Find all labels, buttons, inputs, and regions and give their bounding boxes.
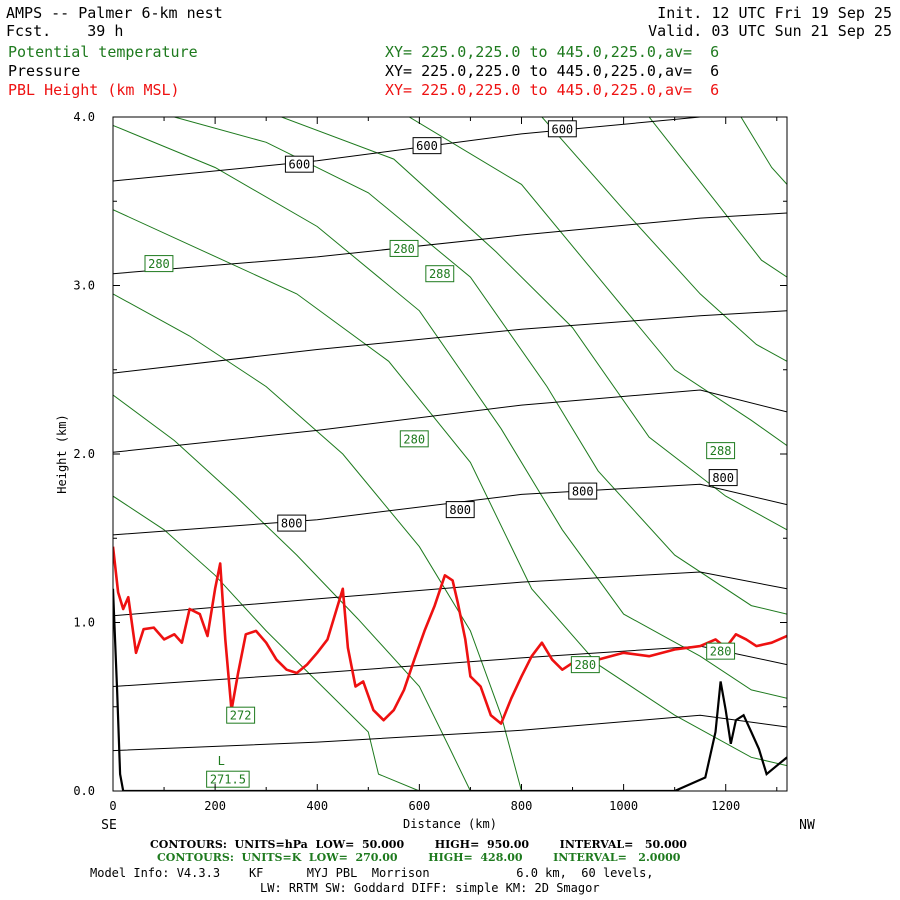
pressure-contour-isobar-600: [113, 117, 706, 182]
x-tick-label-6: 1200: [711, 799, 740, 813]
plot-frame: [112, 116, 788, 792]
contour-label-box-1: [412, 137, 442, 155]
footer-pressure-contours: CONTOURS: UNITS=hPa LOW= 50.000 HIGH= 95…: [150, 838, 687, 851]
contour-label-box-0: [284, 155, 314, 173]
theta-contour-theta-4: [113, 209, 787, 767]
theta-contour-theta-6: [174, 117, 787, 615]
footer-physics-info: LW: RRTM SW: Goddard DIFF: simple KM: 2D…: [260, 881, 600, 895]
contour-label-8: 280: [393, 242, 415, 256]
plot-data-group: [113, 117, 787, 791]
plot-title: AMPS -- Palmer 6-km nest: [6, 4, 223, 22]
x-tick-label-3: 600: [409, 799, 431, 813]
field-theta-name: Potential temperature: [8, 43, 198, 61]
contour-label-box-11: [706, 442, 736, 460]
x-tick-label-2: 400: [306, 799, 328, 813]
contour-label-13: 280: [710, 645, 732, 659]
contour-label-7: 280: [148, 257, 170, 271]
contour-label-box-2: [547, 120, 577, 138]
theta-contour-theta-8: [408, 117, 787, 447]
contour-label-box-13: [706, 642, 736, 660]
contour-label-box-10: [399, 430, 429, 448]
pressure-contour-isobar-6: [113, 310, 787, 374]
pressure-contour-isobar-3: [113, 571, 787, 617]
contour-label-9: 288: [429, 267, 451, 281]
x-axis-label: Distance (km): [403, 817, 497, 831]
x-tick-label-1: 200: [204, 799, 226, 813]
y-tick-label-4: 4.0: [73, 110, 95, 124]
theta-contour-theta-2: [113, 394, 471, 791]
pressure-contour-isobar-1: [113, 714, 787, 752]
field-pressure-name: Pressure: [8, 62, 81, 80]
field-theta-xy: XY= 225.0,225.0 to 445.0,225.0,av= 6: [385, 43, 720, 61]
x-tick-label-4: 800: [511, 799, 533, 813]
pressure-contour-isobar-2: [113, 645, 787, 687]
contour-label-box-5: [568, 482, 598, 500]
contour-label-box-14: [226, 706, 256, 724]
y-tick-label-2: 2.0: [73, 447, 95, 461]
valid-time: Valid. 03 UTC Sun 21 Sep 25: [648, 22, 892, 40]
init-time: Init. 12 UTC Fri 19 Sep 25: [657, 4, 892, 22]
contour-label-box-6: [708, 469, 738, 487]
theta-contour-theta-11: [740, 117, 787, 185]
pbl-height-line: [113, 546, 787, 725]
contour-label-4: 800: [449, 503, 471, 517]
right-end-label: NW: [799, 818, 815, 833]
contour-label-box-8: [389, 239, 419, 257]
y-tick-label-3: 3.0: [73, 279, 95, 293]
x-tick-label-5: 1000: [609, 799, 638, 813]
pressure-contour-isobar-5: [113, 389, 787, 453]
contour-label-14: 272: [230, 709, 252, 723]
field-pressure-xy: XY= 225.0,225.0 to 445.0,225.0,av= 6: [385, 62, 720, 80]
theta-contour-theta-1: [113, 495, 420, 791]
contour-label-5: 800: [572, 485, 594, 499]
x-tick-label-0: 0: [109, 799, 116, 813]
contour-label-box-16: [206, 770, 250, 788]
theta-contour-theta-10: [648, 117, 787, 278]
contour-label-box-4: [445, 501, 475, 519]
contour-label-box-12: [570, 656, 600, 674]
pressure-contour-isobar-7: [113, 212, 787, 275]
theta-contour-theta-3: [113, 293, 522, 791]
y-tick-label-0: 0.0: [73, 784, 95, 798]
contour-label-11: 288: [710, 444, 732, 458]
terrain-line: [113, 588, 787, 791]
theta-contour-theta-5: [113, 124, 787, 699]
contour-label-2: 600: [551, 122, 573, 136]
contour-label-10: 280: [403, 432, 425, 446]
pressure-contour-isobar-800: [113, 483, 787, 536]
contour-label-box-9: [425, 265, 455, 283]
contour-label-15: L: [218, 754, 225, 768]
field-pbl-name: PBL Height (km MSL): [8, 81, 180, 99]
contour-label-12: 280: [574, 658, 596, 672]
footer-model-info: Model Info: V4.3.3 KF MYJ PBL Morrison 6…: [90, 866, 654, 880]
contour-label-1: 600: [416, 139, 438, 153]
theta-contour-theta-7: [281, 117, 787, 531]
contour-label-box-7: [144, 255, 174, 273]
contour-label-0: 600: [289, 158, 311, 172]
y-tick-label-1: 1.0: [73, 616, 95, 630]
contour-label-16: 271.5: [210, 773, 246, 787]
footer-theta-contours: CONTOURS: UNITS=K LOW= 270.00 HIGH= 428.…: [157, 851, 681, 864]
contour-label-6: 800: [712, 471, 734, 485]
forecast-hour: Fcst. 39 h: [6, 22, 124, 40]
contour-label-box-3: [277, 514, 307, 532]
contour-label-3: 800: [281, 517, 303, 531]
y-axis-label: Height (km): [55, 414, 69, 493]
left-end-label: SE: [101, 818, 117, 833]
field-pbl-xy: XY= 225.0,225.0 to 445.0,225.0,av= 6: [385, 81, 720, 99]
theta-contour-theta-9: [541, 117, 787, 362]
